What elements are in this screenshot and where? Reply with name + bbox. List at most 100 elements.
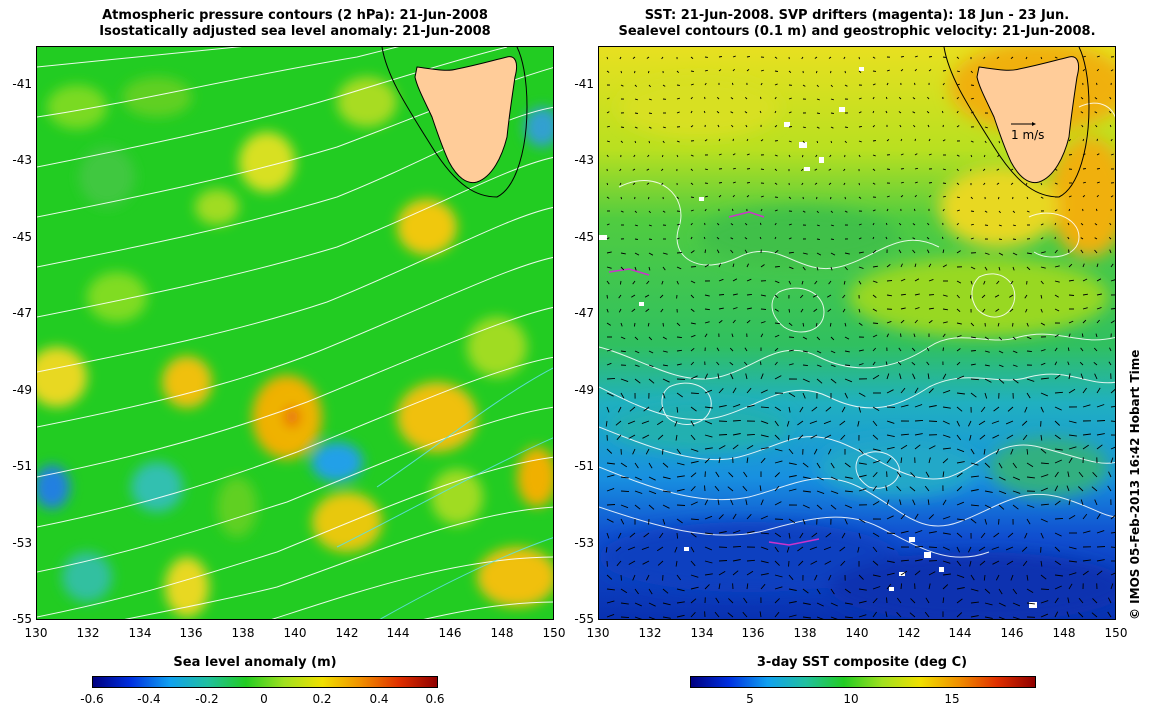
left-lat-tick: -53 xyxy=(12,536,32,550)
velocity-vector xyxy=(830,210,834,214)
velocity-vector xyxy=(620,252,626,255)
velocity-vector xyxy=(774,249,779,254)
velocity-vector xyxy=(814,56,818,59)
velocity-vector xyxy=(690,586,699,590)
velocity-vector xyxy=(618,308,622,313)
velocity-vector xyxy=(830,266,833,271)
velocity-vector xyxy=(1012,210,1016,214)
velocity-vector xyxy=(1068,208,1071,212)
velocity-vector xyxy=(788,532,791,539)
velocity-vector xyxy=(662,602,671,606)
velocity-vector xyxy=(1080,97,1084,100)
left-lon-tick: 130 xyxy=(24,626,48,640)
velocity-vector xyxy=(872,249,877,254)
velocity-vector xyxy=(732,433,741,436)
velocity-vector xyxy=(942,573,951,576)
velocity-vector xyxy=(690,154,694,157)
velocity-vector xyxy=(844,616,853,619)
velocity-vector xyxy=(829,154,832,158)
velocity-vector xyxy=(942,499,947,506)
velocity-vector xyxy=(872,209,876,212)
velocity-vector xyxy=(970,280,973,285)
velocity-vector xyxy=(634,84,638,88)
velocity-vector xyxy=(924,611,930,618)
velocity-vector xyxy=(788,574,794,581)
velocity-vector xyxy=(676,336,682,339)
velocity-vector xyxy=(1068,457,1073,464)
velocity-vector xyxy=(1012,378,1019,384)
velocity-vector xyxy=(928,457,931,464)
velocity-vector xyxy=(956,501,965,506)
velocity-vector xyxy=(1054,434,1061,440)
velocity-vector xyxy=(912,223,916,226)
velocity-vector xyxy=(746,387,752,394)
velocity-vector xyxy=(1005,546,1014,551)
velocity-vector xyxy=(1107,485,1112,492)
velocity-vector xyxy=(814,280,818,285)
velocity-vector xyxy=(1109,222,1112,226)
velocity-vector xyxy=(690,294,695,299)
velocity-vector xyxy=(858,223,862,226)
left-colorbar-title: Sea level anomaly (m) xyxy=(173,655,337,670)
velocity-vector xyxy=(872,501,880,506)
velocity-vector xyxy=(620,140,624,144)
velocity-vector xyxy=(704,447,713,450)
velocity-vector xyxy=(632,182,636,185)
velocity-vector xyxy=(788,322,793,327)
velocity-vector xyxy=(1082,530,1091,534)
velocity-vector xyxy=(1110,308,1115,310)
velocity-vector xyxy=(746,570,754,576)
velocity-vector xyxy=(642,434,650,439)
velocity-vector xyxy=(983,574,986,581)
velocity-vector xyxy=(1054,471,1059,478)
velocity-vector xyxy=(745,373,748,380)
velocity-vector xyxy=(842,294,846,299)
velocity-vector xyxy=(1080,249,1084,254)
velocity-vector xyxy=(676,223,680,226)
velocity-vector xyxy=(872,280,878,284)
velocity-vector xyxy=(900,69,904,72)
velocity-vector xyxy=(956,154,960,157)
velocity-vector xyxy=(675,560,678,567)
right-title-line2: Sealevel contours (0.1 m) and geostrophi… xyxy=(618,24,1096,39)
velocity-vector xyxy=(704,532,713,535)
velocity-vector xyxy=(802,378,810,383)
velocity-vector xyxy=(774,347,779,352)
velocity-vector xyxy=(617,532,622,539)
velocity-vector xyxy=(1068,583,1073,590)
velocity-vector xyxy=(956,70,960,73)
velocity-vector xyxy=(690,125,694,128)
velocity-vector xyxy=(979,434,986,440)
right-lat-tick: -47 xyxy=(574,306,594,320)
velocity-vector xyxy=(830,112,834,114)
velocity-vector xyxy=(717,124,720,128)
velocity-vector xyxy=(984,476,993,480)
velocity-vector xyxy=(634,224,638,227)
velocity-vector xyxy=(676,97,680,100)
right-colorbar-tick: 5 xyxy=(746,692,754,706)
velocity-vector xyxy=(816,98,820,101)
velocity-vector xyxy=(927,222,930,226)
velocity-vector xyxy=(1040,349,1046,352)
velocity-vector xyxy=(1012,490,1021,494)
velocity-vector xyxy=(956,448,965,453)
velocity-vector xyxy=(858,182,860,186)
velocity-vector xyxy=(830,462,835,469)
velocity-vector xyxy=(746,278,752,282)
velocity-vector xyxy=(1109,249,1112,254)
velocity-vector xyxy=(885,222,888,226)
velocity-vector xyxy=(900,530,909,534)
velocity-vector xyxy=(629,406,636,412)
velocity-vector xyxy=(661,154,664,158)
velocity-vector xyxy=(858,448,864,455)
velocity-vector xyxy=(760,321,766,324)
velocity-vector xyxy=(634,336,639,341)
velocity-vector xyxy=(872,96,875,100)
velocity-vector xyxy=(661,182,664,186)
velocity-vector xyxy=(648,588,653,595)
velocity-vector xyxy=(823,420,832,425)
velocity-vector xyxy=(898,237,902,240)
velocity-vector xyxy=(844,196,846,200)
velocity-vector xyxy=(816,196,818,200)
velocity-vector xyxy=(886,320,892,324)
